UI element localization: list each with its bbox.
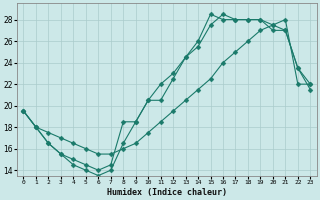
X-axis label: Humidex (Indice chaleur): Humidex (Indice chaleur) <box>107 188 227 197</box>
